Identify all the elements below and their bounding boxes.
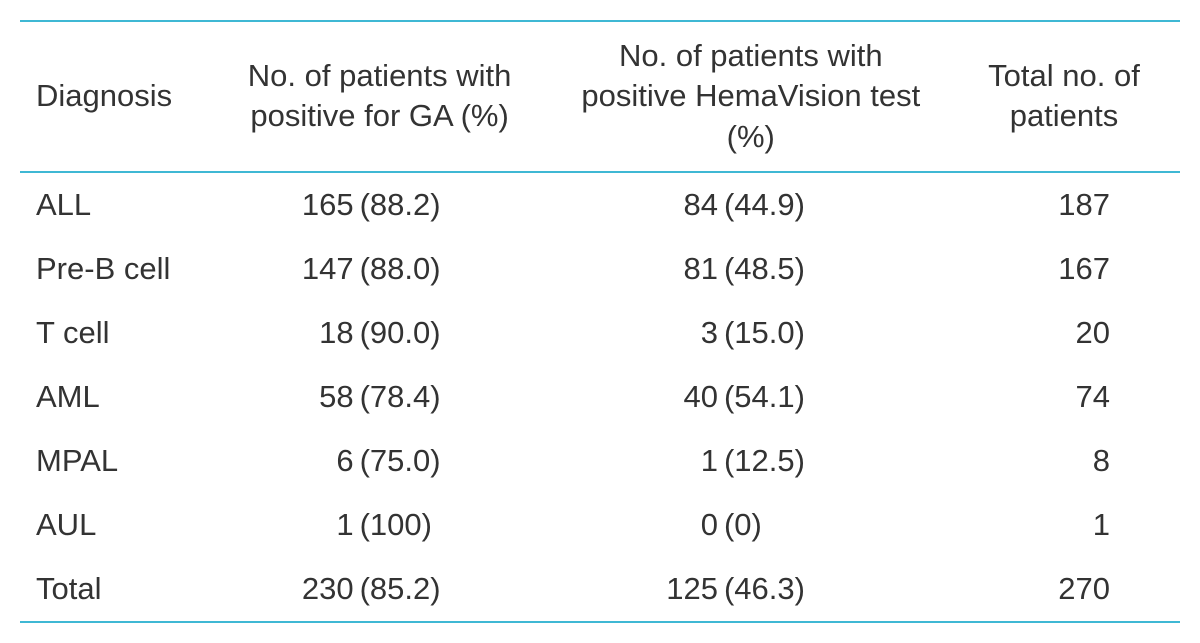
patients-table: Diagnosis No. of patients with positive …: [20, 20, 1180, 623]
cell-ga: 6(75.0): [206, 429, 554, 493]
cell-total: 20: [948, 301, 1180, 365]
table-row: Pre-B cell 147(88.0) 81(48.5) 167: [20, 237, 1180, 301]
cell-total: 270: [948, 557, 1180, 622]
cell-hv: 81(48.5): [554, 237, 948, 301]
cell-diagnosis: Pre-B cell: [20, 237, 206, 301]
cell-total: 1: [948, 493, 1180, 557]
cell-diagnosis: MPAL: [20, 429, 206, 493]
table-row: MPAL 6(75.0) 1(12.5) 8: [20, 429, 1180, 493]
cell-ga: 147(88.0): [206, 237, 554, 301]
cell-ga: 18(90.0): [206, 301, 554, 365]
col-header-diagnosis: Diagnosis: [20, 21, 206, 172]
col-header-hemavision: No. of patients with positive HemaVision…: [554, 21, 948, 172]
cell-hv: 125(46.3): [554, 557, 948, 622]
cell-ga: 58(78.4): [206, 365, 554, 429]
cell-diagnosis: ALL: [20, 172, 206, 237]
table-row: T cell 18(90.0) 3(15.0) 20: [20, 301, 1180, 365]
cell-hv: 1(12.5): [554, 429, 948, 493]
table-row: AUL 1(100) 0(0) 1: [20, 493, 1180, 557]
cell-hv: 40(54.1): [554, 365, 948, 429]
cell-hv: 0(0): [554, 493, 948, 557]
cell-ga: 1(100): [206, 493, 554, 557]
cell-total: 8: [948, 429, 1180, 493]
cell-ga: 165(88.2): [206, 172, 554, 237]
cell-total: 167: [948, 237, 1180, 301]
table-row: Total 230(85.2) 125(46.3) 270: [20, 557, 1180, 622]
cell-diagnosis: AUL: [20, 493, 206, 557]
cell-total: 74: [948, 365, 1180, 429]
cell-ga: 230(85.2): [206, 557, 554, 622]
table-row: AML 58(78.4) 40(54.1) 74: [20, 365, 1180, 429]
cell-diagnosis: T cell: [20, 301, 206, 365]
table-row: ALL 165(88.2) 84(44.9) 187: [20, 172, 1180, 237]
table-header-row: Diagnosis No. of patients with positive …: [20, 21, 1180, 172]
cell-diagnosis: Total: [20, 557, 206, 622]
cell-total: 187: [948, 172, 1180, 237]
table-body: ALL 165(88.2) 84(44.9) 187 Pre-B cell 14…: [20, 172, 1180, 622]
cell-hv: 84(44.9): [554, 172, 948, 237]
col-header-ga: No. of patients with positive for GA (%): [206, 21, 554, 172]
col-header-total: Total no. of patients: [948, 21, 1180, 172]
cell-hv: 3(15.0): [554, 301, 948, 365]
cell-diagnosis: AML: [20, 365, 206, 429]
